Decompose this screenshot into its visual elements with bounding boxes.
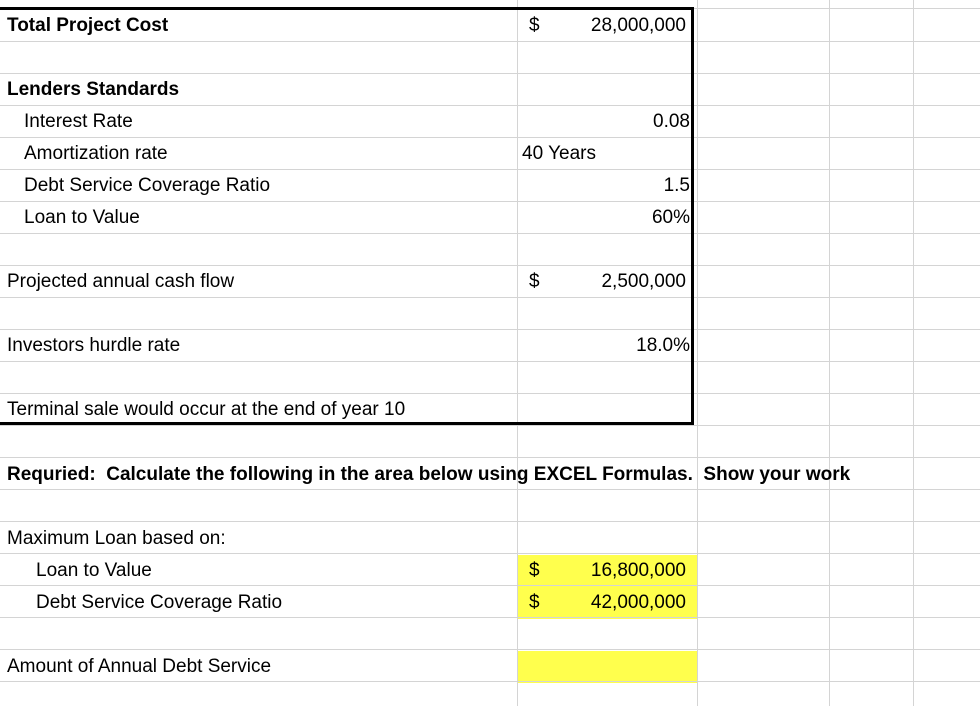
total-project-cost-currency[interactable]: $ (529, 15, 540, 36)
max-loan-heading[interactable]: Maximum Loan based on: (7, 528, 226, 549)
max-loan-ltv-label[interactable]: Loan to Value (36, 560, 152, 581)
max-loan-dscr-value[interactable]: 42,000,000 (590, 592, 686, 613)
total-project-cost-label[interactable]: Total Project Cost (7, 15, 169, 36)
interest-rate-label[interactable]: Interest Rate (24, 111, 133, 132)
max-loan-dscr-currency[interactable]: $ (529, 592, 540, 613)
lenders-standards-heading[interactable]: Lenders Standards (7, 79, 180, 100)
debt-service-highlight (517, 651, 697, 683)
cash-flow-label[interactable]: Projected annual cash flow (7, 271, 235, 292)
terminal-sale-label[interactable]: Terminal sale would occur at the end of … (7, 399, 406, 420)
dscr-label[interactable]: Debt Service Coverage Ratio (24, 175, 271, 196)
hurdle-rate-label[interactable]: Investors hurdle rate (7, 335, 181, 356)
interest-rate-value[interactable]: 0.08 (653, 111, 690, 132)
cash-flow-currency[interactable]: $ (529, 271, 540, 292)
max-loan-dscr-label[interactable]: Debt Service Coverage Ratio (36, 592, 283, 613)
hurdle-rate-value[interactable]: 18.0% (636, 335, 690, 356)
dscr-value[interactable]: 1.5 (663, 175, 690, 196)
ltv-label[interactable]: Loan to Value (24, 207, 140, 228)
input-section-border (0, 7, 694, 425)
max-loan-ltv-value[interactable]: 16,800,000 (590, 560, 686, 581)
ltv-value[interactable]: 60% (651, 207, 690, 228)
required-instruction[interactable]: Requried: Calculate the following in the… (7, 464, 851, 485)
amortization-label[interactable]: Amortization rate (24, 143, 168, 164)
total-project-cost-value[interactable]: 28,000,000 (590, 15, 686, 36)
max-loan-ltv-currency[interactable]: $ (529, 560, 540, 581)
cash-flow-value[interactable]: 2,500,000 (601, 271, 686, 292)
debt-service-label[interactable]: Amount of Annual Debt Service (7, 656, 272, 677)
debt-service-value[interactable] (540, 651, 686, 683)
amortization-value[interactable]: 40 Years (522, 143, 596, 164)
ltv-loan-highlight (517, 555, 697, 619)
